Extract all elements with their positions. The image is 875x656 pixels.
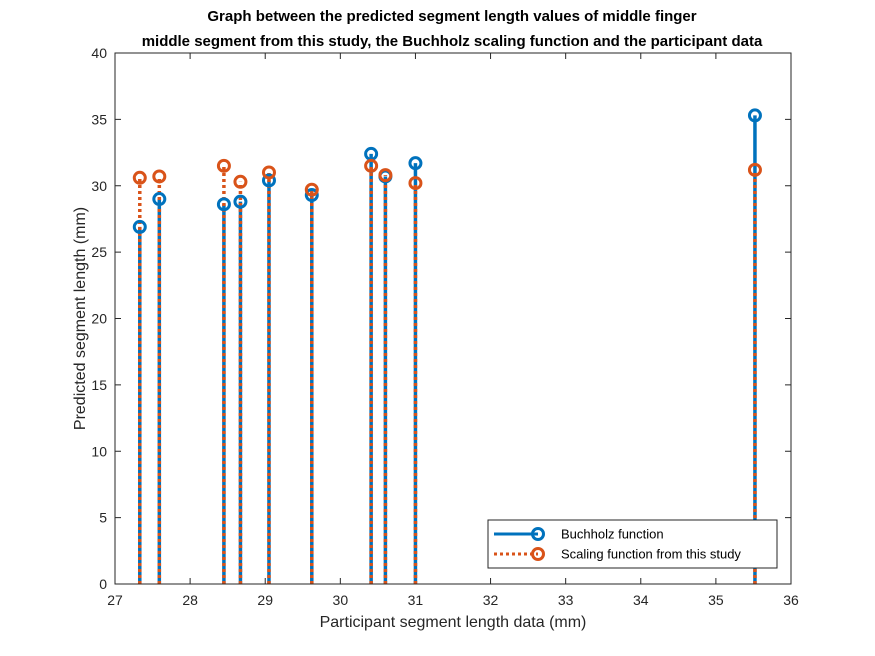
- x-tick-label: 28: [182, 592, 198, 608]
- point-scaling: [261, 165, 276, 180]
- x-tick-label: 27: [107, 592, 123, 608]
- y-tick-label: 40: [91, 45, 107, 61]
- point-scaling: [364, 158, 379, 173]
- axis-ticks: 27 28 29 30 31 32 33 34 35 36 0 5 10 15 20 25 30 35 40: [91, 45, 799, 608]
- x-tick-label: 32: [483, 592, 499, 608]
- point-buchholz: [233, 194, 248, 209]
- y-tick-label: 20: [91, 311, 107, 327]
- plot-frame: [114, 52, 792, 585]
- y-axis-label: Predicted segment length (mm): [72, 207, 89, 430]
- plot-area: [115, 53, 791, 584]
- point-buchholz: [408, 156, 423, 171]
- x-tick-label: 31: [408, 592, 424, 608]
- point-buchholz: [132, 219, 147, 234]
- point-buchholz: [216, 197, 231, 212]
- y-tick-label: 30: [91, 178, 107, 194]
- legend-label-buchholz: Buchholz function: [561, 527, 664, 542]
- y-tick-label: 35: [91, 111, 107, 127]
- stem-series: [132, 108, 762, 584]
- legend-label-scaling: Scaling function from this study: [561, 547, 741, 562]
- chart-title-line-1: Graph between the predicted segment leng…: [207, 8, 696, 25]
- point-scaling: [378, 168, 393, 183]
- x-tick-label: 33: [558, 592, 574, 608]
- x-tick-label: 36: [783, 592, 799, 608]
- legend: Buchholz function Scaling function from …: [487, 519, 778, 569]
- x-tick-label: 29: [257, 592, 273, 608]
- point-buchholz: [261, 173, 276, 188]
- point-buchholz: [152, 192, 167, 207]
- y-tick-label: 0: [99, 576, 107, 592]
- point-scaling: [152, 169, 167, 184]
- point-buchholz: [747, 108, 762, 123]
- point-scaling: [233, 174, 248, 189]
- x-tick-label: 34: [633, 592, 649, 608]
- point-scaling: [747, 162, 762, 177]
- point-scaling: [216, 158, 231, 173]
- y-tick-label: 15: [91, 377, 107, 393]
- legend-scaling-marker: [531, 547, 545, 561]
- x-tick-label: 35: [708, 592, 724, 608]
- x-tick-label: 30: [333, 592, 349, 608]
- point-scaling: [304, 182, 319, 197]
- y-tick-label: 10: [91, 443, 107, 459]
- chart-title-line-2: middle segment from this study, the Buch…: [142, 33, 763, 50]
- point-buchholz: [304, 188, 319, 203]
- x-axis-label: Participant segment length data (mm): [320, 614, 587, 631]
- y-tick-label: 25: [91, 244, 107, 260]
- y-tick-label: 5: [99, 510, 107, 526]
- point-scaling: [408, 176, 423, 191]
- point-scaling: [132, 170, 147, 185]
- legend-buchholz-marker: [531, 527, 545, 541]
